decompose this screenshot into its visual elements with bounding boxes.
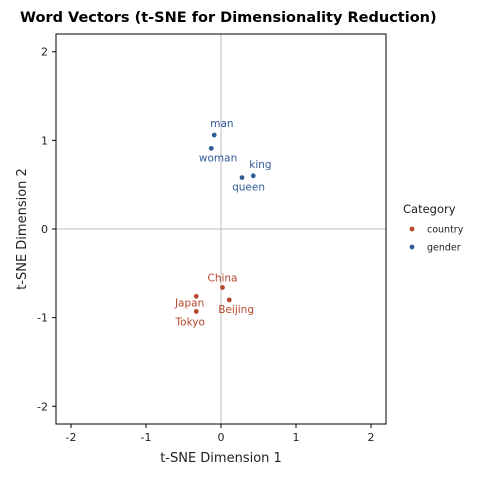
y-tick-label: 0	[41, 223, 48, 236]
y-tick-label: -2	[37, 400, 48, 413]
legend-label: gender	[427, 243, 461, 254]
y-axis-title: t-SNE Dimension 2	[15, 168, 30, 290]
point-label: Japan	[174, 297, 204, 309]
legend-title: Category	[403, 202, 456, 216]
x-tick-label: 2	[368, 431, 375, 444]
y-tick-label: 2	[41, 46, 48, 59]
data-point	[208, 145, 214, 151]
data-point	[193, 293, 199, 299]
x-tick-label: 0	[218, 431, 225, 444]
x-axis-title: t-SNE Dimension 1	[160, 451, 282, 466]
legend-label: country	[427, 225, 464, 236]
point-label: Tokyo	[175, 316, 205, 328]
legend-marker	[409, 226, 415, 232]
data-point	[193, 309, 199, 314]
y-tick-label: -1	[37, 312, 48, 325]
legend-marker	[409, 244, 415, 250]
legend: Category country gender	[403, 202, 464, 254]
point-label: king	[249, 159, 271, 171]
data-point	[239, 175, 245, 180]
point-label: Beijing	[218, 304, 254, 316]
point-label: man	[210, 118, 233, 130]
data-point	[211, 132, 217, 138]
point-label: woman	[199, 152, 237, 164]
x-tick-label: 1	[293, 431, 300, 444]
point-label: queen	[232, 182, 265, 194]
data-point	[250, 173, 256, 179]
x-tick-label: -2	[66, 431, 77, 444]
plot-area: -2 -1 0 1 2 -2 -1 0 1 2 China Japan Beijing Tokyo man w…	[37, 33, 387, 444]
chart-title: Word Vectors (t-SNE for Dimensionality R…	[20, 10, 437, 26]
x-tick-label: -1	[141, 431, 152, 444]
y-tick-label: 1	[41, 134, 48, 147]
point-label: China	[208, 273, 238, 285]
data-point	[226, 297, 232, 303]
data-point	[220, 285, 225, 290]
